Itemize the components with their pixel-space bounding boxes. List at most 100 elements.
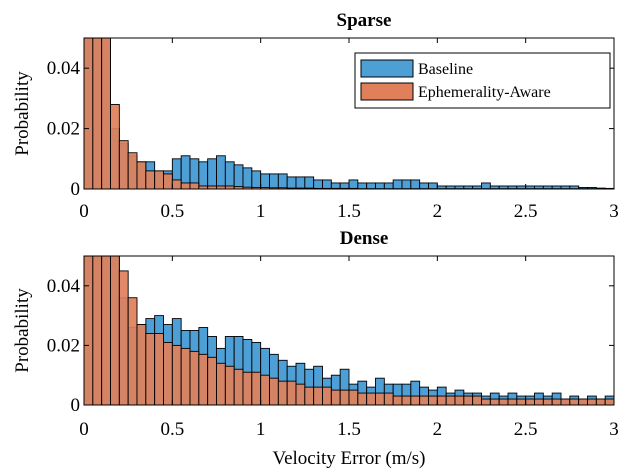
bar-ephemerality-aware-13: [198, 353, 209, 405]
bar-ephemerality-aware-30: [348, 389, 359, 405]
y-tick-label: 0.02: [47, 335, 80, 356]
x-tick-label: 0: [79, 419, 89, 440]
bar-baseline-32: [366, 182, 376, 189]
bar-ephemerality-aware-0: [84, 38, 94, 189]
bar-ephemerality-aware-17: [233, 368, 244, 405]
bar-baseline-26: [313, 179, 323, 189]
panel-dense: 0 0.5 1 1.5 2 2.5 3 0 0.02 0.04 Dense Probability Ve…: [12, 228, 619, 469]
bar-baseline-45: [481, 182, 491, 189]
bar-ephemerality-aware-56: [578, 398, 588, 405]
bar-ephemerality-aware-53: [551, 398, 562, 405]
bar-ephemerality-aware-52: [542, 398, 553, 405]
bar-baseline-14: [207, 158, 217, 189]
bar-ephemerality-aware-31: [357, 392, 368, 405]
bar-ephemerality-aware-5: [127, 152, 138, 189]
x-tick-label: 0.5: [160, 419, 184, 440]
bar-ephemerality-aware-36: [401, 395, 412, 405]
bar-baseline-22: [277, 173, 288, 189]
panel-title: Dense: [340, 228, 389, 249]
bar-ephemerality-aware-6: [136, 324, 147, 405]
bar-baseline-24: [295, 176, 306, 189]
bar-baseline-33: [375, 182, 385, 189]
bar-ephemerality-aware-27: [322, 386, 332, 405]
bar-ephemerality-aware-15: [216, 362, 226, 405]
bar-ephemerality-aware-1: [92, 256, 103, 405]
bar-baseline-15: [216, 155, 226, 189]
bar-ephemerality-aware-42: [454, 395, 465, 405]
y-axis-label: Probability: [12, 71, 33, 156]
x-tick-label: 2.5: [514, 419, 538, 440]
bar-ephemerality-aware-10: [171, 344, 182, 405]
y-tick-label: 0: [71, 395, 81, 416]
bar-ephemerality-aware-24: [295, 383, 306, 405]
bar-ephemerality-aware-8: [154, 170, 164, 189]
bar-ephemerality-aware-3: [110, 256, 120, 405]
x-tick-label: 2: [433, 419, 443, 440]
bar-baseline-38: [419, 182, 429, 189]
bar-ephemerality-aware-54: [560, 398, 571, 405]
y-tick-label: 0.02: [47, 119, 80, 140]
y-tick-label: 0.04: [47, 58, 81, 79]
bar-ephemerality-aware-7: [145, 170, 156, 189]
bar-baseline-37: [410, 179, 421, 189]
bars: [84, 256, 614, 405]
bar-baseline-36: [401, 179, 412, 189]
bar-ephemerality-aware-14: [207, 356, 217, 405]
x-tick-label: 1: [256, 201, 266, 222]
bar-ephemerality-aware-58: [595, 398, 606, 405]
legend-label: Baseline: [418, 61, 473, 78]
bar-ephemerality-aware-38: [419, 395, 429, 405]
bar-baseline-27: [322, 179, 332, 189]
bar-ephemerality-aware-46: [489, 398, 500, 405]
bar-ephemerality-aware-39: [428, 395, 438, 405]
bar-ephemerality-aware-55: [569, 398, 580, 405]
bar-ephemerality-aware-0: [84, 256, 94, 405]
bar-ephemerality-aware-9: [163, 341, 173, 405]
bar-ephemerality-aware-29: [339, 389, 350, 405]
bar-ephemerality-aware-23: [286, 380, 297, 405]
bar-ephemerality-aware-19: [251, 371, 262, 405]
bar-ephemerality-aware-20: [260, 374, 270, 405]
bar-baseline-13: [198, 161, 209, 189]
bar-ephemerality-aware-35: [392, 395, 403, 405]
bar-ephemerality-aware-21: [269, 377, 279, 405]
x-tick-label: 3: [609, 201, 619, 222]
bar-ephemerality-aware-2: [101, 256, 111, 405]
x-tick-label: 1.5: [337, 201, 361, 222]
bar-baseline-39: [428, 182, 438, 189]
bar-ephemerality-aware-28: [330, 389, 341, 405]
x-axis-label: Velocity Error (m/s): [272, 448, 425, 469]
bar-ephemerality-aware-37: [410, 395, 421, 405]
legend-label: Ephemerality-Aware: [418, 84, 551, 101]
legend-swatch: [360, 82, 414, 101]
bar-ephemerality-aware-1: [92, 38, 103, 189]
legend-swatch: [360, 59, 414, 78]
bar-ephemerality-aware-48: [507, 398, 518, 405]
bar-baseline-34: [383, 182, 394, 189]
bar-ephemerality-aware-9: [163, 173, 173, 189]
bar-ephemerality-aware-11: [180, 347, 191, 405]
bar-ephemerality-aware-11: [180, 182, 191, 189]
x-tick-label: 2: [433, 201, 443, 222]
bar-ephemerality-aware-12: [189, 182, 200, 189]
bar-ephemerality-aware-57: [587, 398, 597, 405]
panel-title: Sparse: [337, 10, 392, 31]
bar-ephemerality-aware-47: [498, 398, 509, 405]
bar-baseline-35: [392, 179, 403, 189]
bar-ephemerality-aware-59: [604, 398, 614, 405]
bar-ephemerality-aware-50: [525, 398, 535, 405]
bar-baseline-20: [260, 173, 270, 189]
x-tick-label: 2.5: [514, 201, 538, 222]
bar-baseline-30: [348, 179, 359, 189]
bar-ephemerality-aware-45: [481, 398, 491, 405]
bar-ephemerality-aware-18: [242, 371, 253, 405]
y-tick-label: 0.04: [47, 276, 81, 297]
bar-ephemerality-aware-44: [472, 395, 482, 405]
bar-ephemerality-aware-49: [516, 398, 527, 405]
x-tick-label: 3: [609, 419, 619, 440]
bar-ephemerality-aware-4: [118, 140, 129, 189]
bar-ephemerality-aware-51: [534, 398, 544, 405]
bar-baseline-21: [269, 173, 279, 189]
x-tick-label: 0.5: [160, 201, 184, 222]
